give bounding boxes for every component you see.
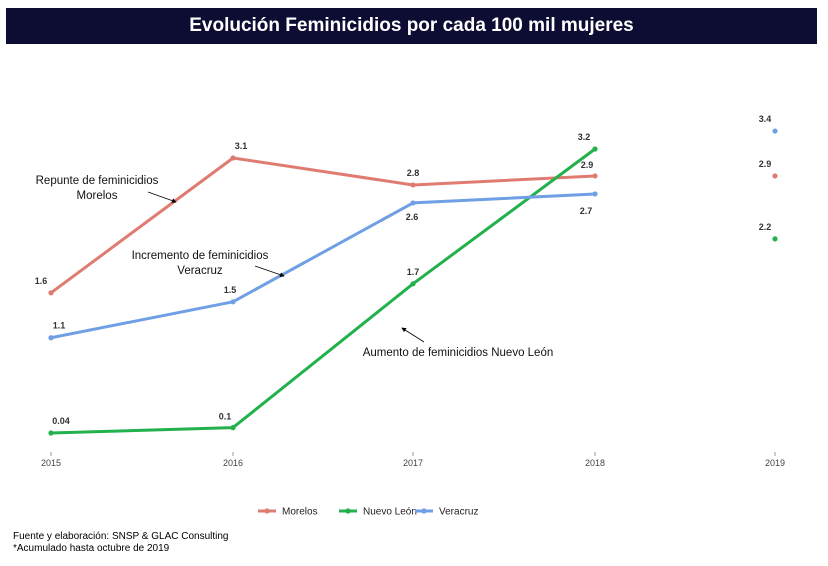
series-line bbox=[50, 147, 596, 435]
x-tick-label: 2019 bbox=[765, 458, 785, 468]
series-points bbox=[48, 128, 778, 436]
data-point bbox=[230, 155, 236, 161]
data-point bbox=[48, 290, 54, 296]
annotation-text: Aumento de feminicidios Nuevo León bbox=[363, 347, 554, 359]
data-label: 2.8 bbox=[407, 168, 420, 178]
chart-title: Evolución Feminicidios por cada 100 mil … bbox=[6, 8, 817, 44]
data-point bbox=[48, 335, 54, 341]
legend-marker bbox=[421, 508, 427, 514]
series-line bbox=[50, 192, 596, 340]
x-tick-label: 2016 bbox=[223, 458, 243, 468]
data-point bbox=[592, 191, 598, 197]
data-point bbox=[230, 425, 236, 431]
data-label: 3.2 bbox=[578, 132, 591, 142]
legend-label: Veracruz bbox=[439, 507, 478, 518]
data-label: 2.9 bbox=[759, 159, 772, 169]
annotations: Repunte de feminicidios Morelos Incremento… bbox=[36, 175, 554, 359]
x-tick-label: 2015 bbox=[41, 458, 61, 468]
data-point bbox=[230, 299, 236, 305]
annotation-text: Veracruz bbox=[177, 265, 223, 277]
legend-label: Morelos bbox=[282, 507, 318, 518]
x-tick-label: 2018 bbox=[585, 458, 605, 468]
data-point bbox=[772, 128, 778, 134]
data-label: 2.6 bbox=[406, 212, 419, 222]
legend-label: Nuevo León bbox=[363, 507, 417, 518]
annotation-text: Repunte de feminicidios bbox=[36, 175, 159, 187]
data-label: 2.7 bbox=[580, 206, 593, 216]
source-note: Fuente y elaboración: SNSP & GLAC Consul… bbox=[13, 531, 229, 542]
data-point bbox=[410, 200, 416, 206]
data-point bbox=[592, 173, 598, 179]
data-label: 1.6 bbox=[35, 276, 48, 286]
data-point bbox=[410, 182, 416, 188]
data-label: 0.1 bbox=[219, 412, 232, 422]
data-label: 0.04 bbox=[52, 416, 70, 426]
annotation-text: Incremento de feminicidios bbox=[132, 250, 269, 262]
data-point bbox=[48, 430, 54, 436]
annotation-arrow bbox=[254, 265, 285, 277]
data-point bbox=[410, 281, 416, 287]
data-point bbox=[772, 173, 778, 179]
data-label: 1.5 bbox=[224, 285, 237, 295]
legend-marker bbox=[264, 508, 270, 514]
legend: Morelos Nuevo León Veracruz bbox=[258, 507, 478, 518]
data-point bbox=[592, 146, 598, 152]
footnote: *Acumulado hasta octubre de 2019 bbox=[13, 543, 170, 554]
legend-marker bbox=[345, 508, 351, 514]
data-label: 1.1 bbox=[53, 321, 66, 331]
data-label: 3.4 bbox=[759, 114, 772, 124]
annotation-arrow bbox=[401, 327, 425, 343]
x-tick-label: 2017 bbox=[403, 458, 423, 468]
data-label: 1.7 bbox=[407, 267, 420, 277]
series-line bbox=[50, 156, 596, 295]
data-label: 2.9 bbox=[581, 160, 594, 170]
x-axis: 2015 2016 2017 2018 2019 bbox=[41, 452, 785, 468]
data-label: 2.2 bbox=[759, 222, 772, 232]
data-label: 3.1 bbox=[235, 141, 248, 151]
data-labels: 1.6 3.1 2.8 2.9 2.9 0.04 0.1 1.7 3.2 2.2 1.1 1.5 2.6… bbox=[35, 114, 772, 426]
annotation-arrow bbox=[147, 191, 177, 203]
data-point bbox=[772, 236, 778, 242]
annotation-text: Morelos bbox=[77, 190, 118, 202]
series-lines bbox=[50, 147, 596, 435]
